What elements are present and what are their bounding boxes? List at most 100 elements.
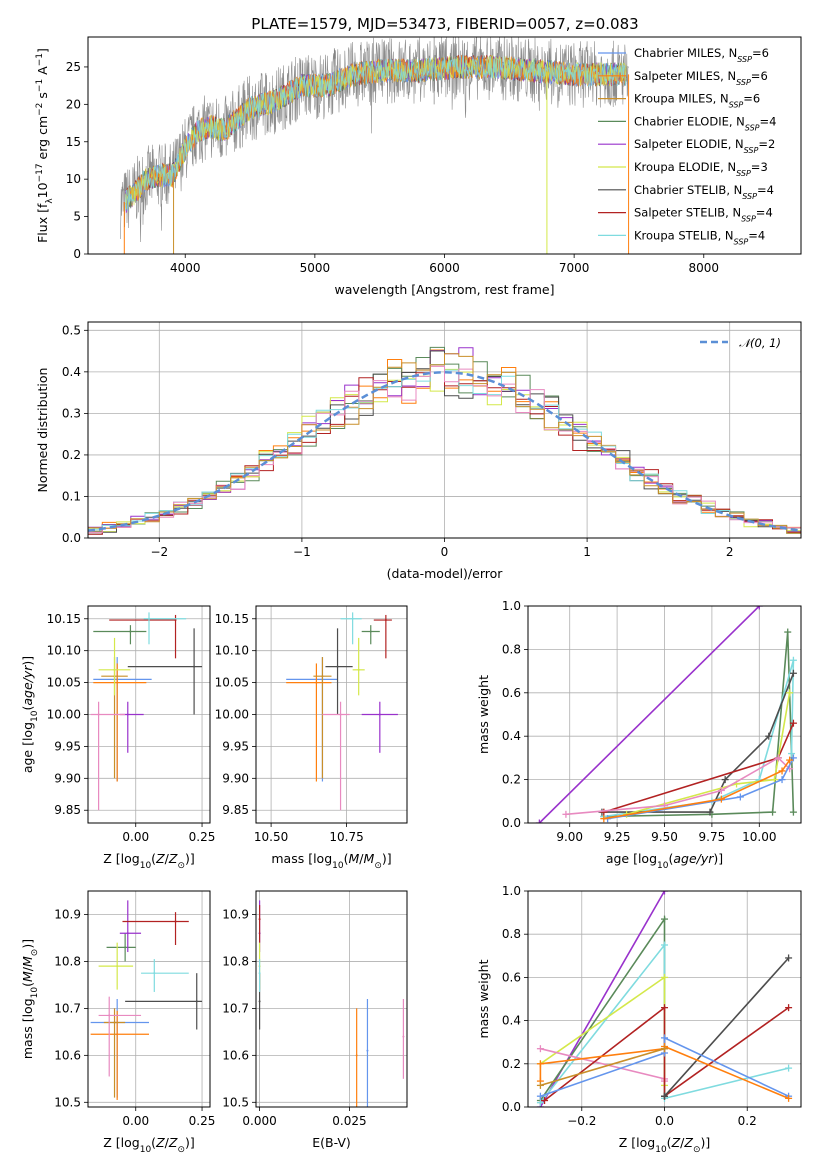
mass_vs_Z-xtick-label: 0.25 xyxy=(189,1114,216,1128)
normal-curve xyxy=(88,371,801,532)
mass_vs_ebv-frame xyxy=(255,890,408,1108)
mass_vs_ebv-xtick-label: 0.000 xyxy=(242,1114,276,1128)
age_vs_mass-xtick-label: 10.75 xyxy=(329,830,363,844)
age_vs_mass-xtick-label: 10.50 xyxy=(254,830,288,844)
mass_vs_Z-ytick-label: 10.7 xyxy=(54,1001,81,1015)
spectrum-ytick-label: 20 xyxy=(66,97,81,111)
weight_vs_age-ylabel: mass weight xyxy=(476,675,491,754)
legend-entry: Kroupa ELODIE, NSSP=3 xyxy=(634,160,768,178)
age_vs_mass-axes: 10.50 10.75 9.85 9.90 9.95 10.00 10.05 10.10 10.… xyxy=(215,605,408,871)
age_vs_Z-ytick-label: 10.10 xyxy=(47,644,81,658)
weight-series xyxy=(601,673,795,813)
data-point xyxy=(113,1021,116,1024)
data-point xyxy=(116,1033,119,1036)
weight-series xyxy=(603,631,795,818)
weight_vs_Z-xtick-label: −0.2 xyxy=(567,1114,596,1128)
weight-series xyxy=(603,759,791,820)
weight_vs_age-axes: 9.00 9.25 9.50 9.75 10.00 0.0 0.2 0.4 0.6 0.8 1.0 a… xyxy=(476,599,802,871)
mass_vs_Z-xtick-label: 0.00 xyxy=(122,1114,149,1128)
data-point xyxy=(258,1000,261,1003)
data-point xyxy=(126,713,129,716)
residuals-axes: −2 −1 0 1 2 0.0 0.1 0.2 0.3 0.4 0.5 (data-model)/er… xyxy=(35,321,802,581)
weight_vs_age-ytick-label: 1.0 xyxy=(502,599,521,613)
mass_vs_Z-ytick-label: 10.8 xyxy=(54,954,81,968)
legend-entry: Kroupa MILES, NSSP=6 xyxy=(634,92,760,110)
mass_vs_ebv-xlabel: E(B-V) xyxy=(312,1135,351,1150)
weight_vs_Z-plot-area xyxy=(536,891,793,1107)
data-point xyxy=(116,681,119,684)
age_vs_Z-xtick-label: 0.00 xyxy=(122,830,149,844)
weight_vs_Z-frame xyxy=(527,890,802,1108)
mass_vs_ebv-xtick-label: 0.025 xyxy=(332,1114,366,1128)
age_vs_mass-ytick-label: 10.00 xyxy=(215,708,249,722)
data-point xyxy=(124,946,127,949)
spectrum-xtick-label: 4000 xyxy=(170,261,201,275)
weight_vs_Z-ytick-label: 0.6 xyxy=(502,970,521,984)
weight_vs_Z-xlabel: Z [log10(Z/Z⊙)] xyxy=(619,1135,711,1155)
data-point xyxy=(195,1000,198,1003)
weight_vs_age-xlabel: age [log10(age/yr)] xyxy=(606,851,723,871)
age_vs_Z-axes: 0.00 0.25 9.85 9.90 9.95 10.00 10.05 10.10 10.15… xyxy=(20,605,216,871)
spectrum-ytick-label: 25 xyxy=(66,60,81,74)
residuals-xtick-label: 1 xyxy=(583,545,591,559)
mass_vs_ebv-ytick-label: 10.9 xyxy=(222,907,249,921)
weight_vs_age-ytick-label: 0.6 xyxy=(502,686,521,700)
data-point xyxy=(258,972,261,975)
spectrum-series xyxy=(125,55,627,212)
mass_vs_Z-ylabel: mass [log10(M/M⊙)] xyxy=(20,939,40,1059)
weight_vs_Z-ytick-label: 1.0 xyxy=(502,884,521,898)
weight_vs_Z-panel: −0.2 0.0 0.2 0.0 0.2 0.4 0.6 0.8 1.0 Z [log10(Z/Z… xyxy=(476,884,802,1155)
data-point xyxy=(357,668,360,671)
spectrum-xlabel: wavelength [Angstrom, rest frame] xyxy=(334,282,554,297)
residuals-xtick-label: 0 xyxy=(441,545,449,559)
mass_vs_Z-ytick-label: 10.9 xyxy=(54,907,81,921)
data-point xyxy=(351,617,354,620)
data-point xyxy=(193,665,196,668)
data-point xyxy=(113,668,116,671)
data-point xyxy=(321,675,324,678)
spectrum-plot-area xyxy=(120,37,630,254)
spectrum-xtick-label: 5000 xyxy=(300,261,331,275)
residuals-ytick-label: 0.1 xyxy=(62,489,81,503)
data-point xyxy=(355,1054,358,1057)
weight-series xyxy=(538,606,760,823)
data-point xyxy=(336,665,339,668)
weight_vs_age-plot-area xyxy=(535,606,797,823)
age_vs_mass-ytick-label: 9.95 xyxy=(222,739,249,753)
age_vs_Z-frame xyxy=(87,605,211,824)
data-point xyxy=(148,617,150,620)
mass_vs_Z-ytick-label: 10.5 xyxy=(54,1095,81,1109)
residuals-xlabel: (data-model)/error xyxy=(387,566,504,581)
residuals-xtick-label: −1 xyxy=(293,545,311,559)
residuals-ylabel: Normed distribution xyxy=(35,368,50,493)
spectrum-ytick-label: 0 xyxy=(73,247,81,261)
mass_vs_ebv-plot-area xyxy=(258,900,405,1107)
residuals-ytick-label: 0.4 xyxy=(62,365,81,379)
age_vs_Z-ytick-label: 9.85 xyxy=(54,803,81,817)
spectrum-frame xyxy=(87,36,802,255)
legend-entry: Kroupa STELIB, NSSP=4 xyxy=(634,228,765,246)
weight_vs_Z-ylabel: mass weight xyxy=(476,959,491,1038)
data-point xyxy=(402,1035,405,1038)
weight_vs_age-ytick-label: 0.2 xyxy=(502,773,521,787)
spectrum-ytick-label: 5 xyxy=(73,210,81,224)
figure-title: PLATE=1579, MJD=53473, FIBERID=0057, z=0… xyxy=(251,15,638,33)
legend-entry: Chabrier MILES, NSSP=6 xyxy=(634,46,769,64)
data-point xyxy=(366,1049,369,1052)
data-point xyxy=(174,619,177,622)
residuals-ytick-label: 0.5 xyxy=(62,323,81,337)
weight_vs_age-panel: 9.00 9.25 9.50 9.75 10.00 0.0 0.2 0.4 0.6 0.8 1.0 a… xyxy=(476,599,802,871)
weight_vs_age-xtick-label: 9.25 xyxy=(604,830,631,844)
residual-histogram xyxy=(88,353,801,534)
weight_vs_Z-ytick-label: 0.0 xyxy=(502,1100,521,1114)
legend-entry: Chabrier STELIB, NSSP=4 xyxy=(634,183,774,201)
weight_vs_Z-ytick-label: 0.2 xyxy=(502,1057,521,1071)
weight-series xyxy=(539,916,666,1101)
weight-series xyxy=(603,660,795,818)
weight_vs_Z-xtick-label: 0.2 xyxy=(738,1114,757,1128)
residuals-ytick-label: 0.3 xyxy=(62,406,81,420)
weight_vs_age-ytick-label: 0.8 xyxy=(502,642,521,656)
weight-series xyxy=(663,957,790,1097)
data-point xyxy=(369,630,372,633)
age_vs_Z-xtick-label: 0.25 xyxy=(189,830,216,844)
